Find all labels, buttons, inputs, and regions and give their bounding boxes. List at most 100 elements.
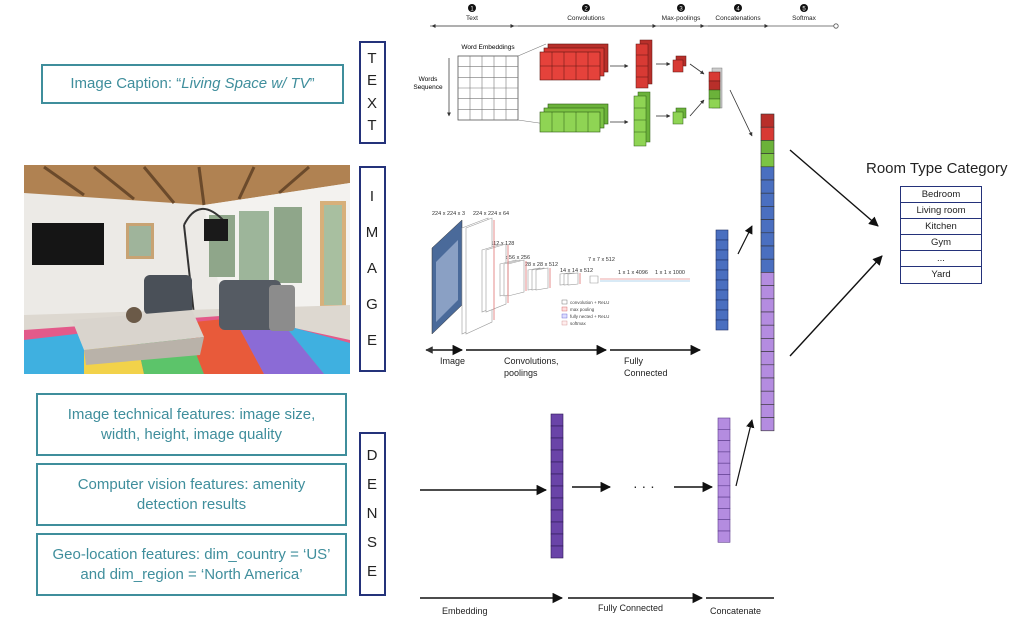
vector-cell <box>717 440 731 453</box>
caption-suffix: ” <box>309 75 315 92</box>
feature-box-computer-vision: Computer vision features: amenity detect… <box>36 463 347 526</box>
text-section-label: T E X T <box>359 41 386 144</box>
dense-stage-fc: Fully Connected <box>598 603 663 613</box>
caption-prefix: Image Caption: “ <box>70 75 182 92</box>
step-num-1: 1 <box>470 7 474 13</box>
words-label: Words <box>419 76 438 83</box>
step-num-5: 5 <box>802 7 806 13</box>
vgg-size-1: 224 x 224 x 64 <box>473 211 509 217</box>
vector-cell <box>550 473 564 487</box>
vector-cell <box>717 451 731 464</box>
text-feature-col-green <box>633 91 651 147</box>
vector-cell <box>760 153 775 168</box>
vector-cell <box>550 413 564 427</box>
text-conv-green <box>539 103 609 133</box>
vgg-size-6: 7 x 7 x 512 <box>588 257 615 263</box>
vector-cell <box>717 530 731 543</box>
vector-cell <box>715 309 729 321</box>
vgg-size-7: 1 x 1 x 4096 <box>618 270 648 276</box>
vector-cell <box>760 285 775 300</box>
vector-cell <box>760 113 775 128</box>
vgg-size-5: 14 x 14 x 512 <box>560 268 593 274</box>
vector-cell <box>717 417 731 430</box>
vector-cell <box>550 425 564 439</box>
vector-cell <box>760 351 775 366</box>
text-feature-col-red <box>635 39 653 89</box>
vector-cell <box>715 299 729 311</box>
vgg-stage-image: Image <box>440 356 465 366</box>
vgg-legend-3: softmax <box>570 321 587 326</box>
sequence-label: Sequence <box>413 84 443 91</box>
step-label-2: Convolutions <box>567 15 605 22</box>
vector-cell <box>760 140 775 154</box>
vector-cell <box>760 298 775 313</box>
dense-stage-embedding: Embedding <box>442 606 488 616</box>
vector-cell <box>717 496 731 509</box>
vgg-stage-fc-1: Fully <box>624 356 644 366</box>
category-ellipsis: ... <box>901 251 981 267</box>
caption-text: Living Space w/ TV <box>181 75 310 92</box>
vgg-size-3: 56 x 56 x 256 <box>497 255 530 261</box>
vector-cell <box>760 219 775 234</box>
text-conv-red <box>539 43 609 81</box>
vector-cell <box>760 179 775 194</box>
step-num-3: 3 <box>679 7 683 13</box>
vector-cell <box>550 461 564 475</box>
vector-cell <box>717 474 731 487</box>
vector-cell <box>760 166 775 181</box>
vector-cell <box>717 519 731 532</box>
dense-embedding-vector <box>550 413 564 559</box>
vector-cell <box>550 437 564 451</box>
text-cnn-steps: 1 Text 2 Convolutions 3 Max-poolings 4 C… <box>430 4 839 29</box>
vector-cell <box>550 485 564 499</box>
step-num-2: 2 <box>584 7 588 13</box>
vector-cell <box>760 338 775 352</box>
vector-cell <box>760 324 775 339</box>
category-bedroom: Bedroom <box>901 187 981 203</box>
vector-cell <box>715 319 729 331</box>
category-kitchen: Kitchen <box>901 219 981 235</box>
dense-fc-vector <box>717 417 731 543</box>
vgg-size-0: 224 x 224 x 3 <box>432 211 465 217</box>
word-embeddings-label: Word Embeddings <box>461 44 515 51</box>
text-concat-column <box>708 67 723 109</box>
feature-box-geo-location: Geo-location features: dim_country = ‘US… <box>36 533 347 596</box>
vector-cell <box>760 272 775 286</box>
vector-cell <box>760 417 775 432</box>
image-feature-vector <box>715 229 729 331</box>
category-living-room: Living room <box>901 203 981 219</box>
room-type-list: Bedroom Living room Kitchen Gym ... Yard <box>900 186 982 284</box>
vector-cell <box>550 497 564 511</box>
vgg-stage-conv-1: Convolutions, <box>504 356 559 366</box>
step-label-3: Max-poolings <box>662 15 701 22</box>
vgg-legend-2: fully nected + ReLU <box>570 314 609 319</box>
vector-cell <box>760 245 775 260</box>
dense-stage-concat: Concatenate <box>710 606 761 616</box>
concatenated-vector <box>760 113 775 432</box>
vgg-size-4: 28 x 28 x 512 <box>525 262 558 268</box>
vgg-stage-conv-2: poolings <box>504 368 538 378</box>
vgg-network: 224 x 224 x 3 224 x 224 x 64 112 x 112 x… <box>431 211 690 335</box>
dense-ellipsis: · · · <box>633 478 655 494</box>
vector-cell <box>715 289 729 301</box>
image-section-label: I M A G E <box>359 166 386 372</box>
dense-section-label: D E N S E <box>359 432 386 596</box>
vector-cell <box>760 404 775 418</box>
vgg-legend-1: max pooling <box>570 307 595 312</box>
vector-cell <box>717 428 731 441</box>
vector-cell <box>550 521 564 535</box>
vector-cell <box>550 449 564 463</box>
vector-cell <box>760 192 775 207</box>
vgg-stage-fc-2: Connected <box>624 368 668 378</box>
vector-cell <box>715 239 729 251</box>
vector-cell <box>715 269 729 281</box>
vector-cell <box>717 508 731 520</box>
vector-cell <box>717 462 731 475</box>
vector-cell <box>760 377 775 392</box>
room-type-title: Room Type Category <box>866 160 1008 177</box>
vector-cell <box>550 509 564 523</box>
living-room-photo <box>24 165 350 374</box>
step-label-1: Text <box>466 15 478 22</box>
vector-cell <box>715 259 729 271</box>
